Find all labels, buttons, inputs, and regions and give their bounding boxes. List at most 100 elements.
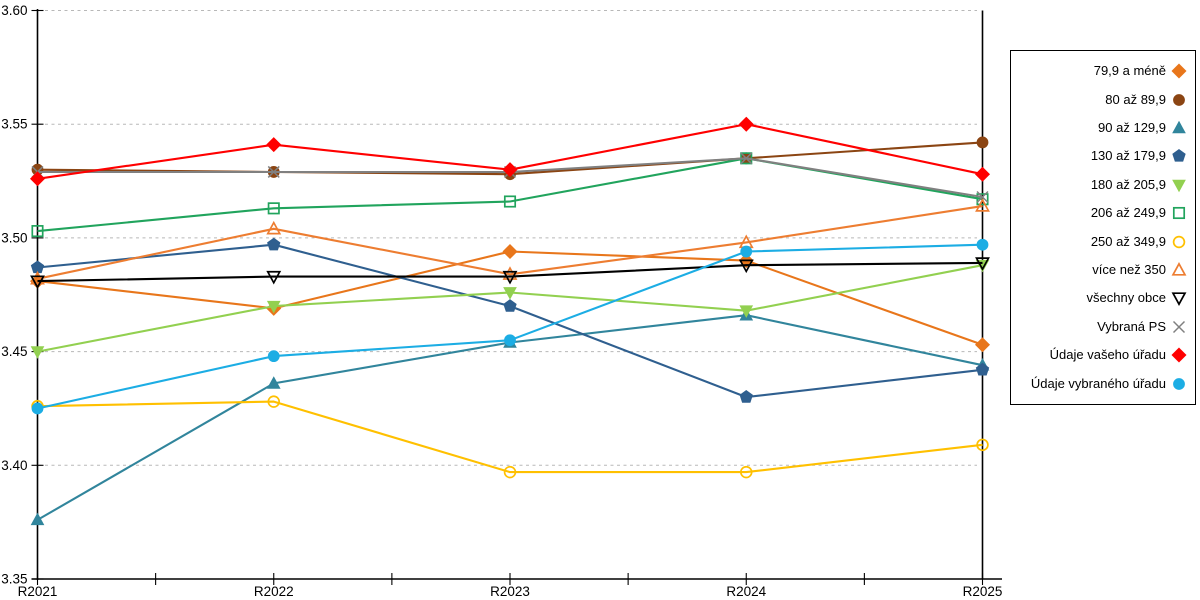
legend-marker-icon — [1171, 63, 1187, 79]
square-marker — [31, 225, 44, 238]
legend-label: 90 až 129,9 — [1098, 120, 1166, 136]
legend-marker-icon — [1172, 149, 1186, 163]
legend-marker-icon — [1173, 377, 1185, 390]
legend-marker-icon — [1171, 347, 1187, 363]
legend-marker-icon — [1172, 120, 1186, 134]
legend-item: všechny obce — [1015, 290, 1187, 307]
legend-item: 206 až 249,9 — [1015, 205, 1187, 221]
legend-item: Vybraná PS — [1015, 319, 1187, 335]
diamond-marker — [974, 166, 991, 182]
pentagon-marker — [739, 390, 753, 403]
diamond-marker — [266, 137, 282, 153]
x-tick-label: R2023 — [490, 584, 530, 599]
diamond-marker — [974, 337, 991, 353]
diamond-marker — [1171, 63, 1187, 79]
circle-marker — [976, 238, 989, 251]
square-marker — [503, 195, 517, 208]
legend-label: 80 až 89,9 — [1105, 91, 1166, 107]
triangle-up-marker — [1171, 262, 1187, 276]
circle-marker — [740, 245, 753, 258]
triangle-up-marker — [1172, 120, 1186, 134]
x-marker — [740, 152, 753, 165]
triangle-down-marker — [30, 275, 45, 290]
diamond-marker — [502, 244, 518, 260]
legend-item: 79,9 a méně — [1015, 63, 1187, 79]
legend-label: Vybraná PS — [1097, 318, 1166, 334]
triangle-up-marker — [30, 512, 45, 526]
series-8 — [30, 198, 990, 285]
x-tick-label: R2022 — [254, 584, 294, 599]
triangle-down-marker — [502, 270, 518, 285]
circle-marker — [976, 136, 989, 149]
y-tick-label: 3.60 — [1, 3, 27, 18]
legend-label: 130 až 179,9 — [1090, 148, 1166, 164]
circle-marker — [976, 438, 989, 452]
circle-marker — [1173, 377, 1185, 390]
x-marker — [267, 165, 280, 178]
triangle-down-marker — [266, 270, 282, 285]
triangle-down-marker — [503, 287, 517, 300]
x-marker — [976, 190, 989, 203]
triangle-up-marker — [975, 198, 990, 212]
y-tick-label: 3.40 — [1, 458, 27, 473]
legend-item: více než 350 — [1015, 262, 1187, 278]
legend-label: 79,9 a méně — [1093, 63, 1166, 79]
triangle-up-marker — [30, 270, 45, 285]
legend-item: Údaje vybraného úřadu — [1015, 376, 1187, 392]
circle-marker — [739, 465, 753, 479]
legend-item: 90 až 129,9 — [1015, 120, 1187, 136]
diamond-marker — [502, 162, 518, 178]
legend-marker-icon — [1172, 207, 1186, 220]
series-line — [37, 400, 983, 474]
y-tick-label: 3.50 — [1, 230, 27, 245]
x-tick-label: R2025 — [963, 584, 1003, 599]
legend-label: 250 až 349,9 — [1090, 233, 1166, 249]
legend-item: 130 až 179,9 — [1015, 148, 1187, 164]
triangle-up-marker — [502, 266, 518, 280]
series-4 — [30, 237, 990, 403]
circle-marker — [503, 465, 517, 479]
legend-marker-icon — [1173, 93, 1185, 106]
triangle-down-marker — [1172, 179, 1186, 193]
square-marker — [1172, 207, 1186, 220]
legend-marker-icon — [1172, 320, 1186, 333]
legend-marker-icon — [1171, 292, 1187, 307]
pentagon-marker — [1172, 149, 1186, 163]
y-tick-label: 3.55 — [1, 117, 27, 132]
triangle-down-marker — [30, 346, 45, 359]
y-tick-label: 3.35 — [1, 572, 27, 587]
pentagon-marker — [267, 237, 281, 251]
series-line — [37, 261, 983, 283]
triangle-down-marker — [738, 259, 754, 274]
legend-label: všechny obce — [1086, 290, 1167, 306]
diamond-marker — [738, 116, 754, 132]
series-5 — [30, 259, 990, 359]
legend-label: více než 350 — [1092, 262, 1166, 278]
triangle-down-marker — [266, 300, 281, 314]
legend-item: 80 až 89,9 — [1015, 92, 1187, 108]
legend-item: 180 až 205,9 — [1015, 177, 1187, 193]
legend-marker-icon — [1172, 235, 1186, 248]
square-marker — [267, 202, 280, 215]
y-tick-label: 3.45 — [1, 344, 27, 359]
triangle-down-marker — [1171, 292, 1187, 307]
square-marker — [976, 193, 989, 206]
triangle-up-marker — [266, 220, 282, 235]
legend-marker-icon — [1171, 262, 1187, 276]
legend: 79,9 a méně 80 až 89,9 90 až 129,9 130 až 1… — [1010, 50, 1196, 405]
series-line — [37, 205, 983, 280]
triangle-down-marker — [739, 305, 754, 318]
circle-marker — [504, 334, 516, 347]
diamond-marker — [1171, 347, 1187, 363]
triangle-down-marker — [975, 257, 990, 271]
legend-label: Údaje vybraného úřadu — [1030, 375, 1166, 391]
series-12 — [31, 238, 989, 415]
x-marker — [1172, 320, 1186, 333]
legend-label: Údaje vašeho úřadu — [1049, 347, 1166, 363]
legend-item: 250 až 349,9 — [1015, 234, 1187, 250]
circle-marker — [267, 350, 280, 363]
triangle-up-marker — [266, 376, 281, 389]
legend-item: Údaje vašeho úřadu — [1015, 347, 1187, 363]
circle-marker — [31, 402, 44, 415]
